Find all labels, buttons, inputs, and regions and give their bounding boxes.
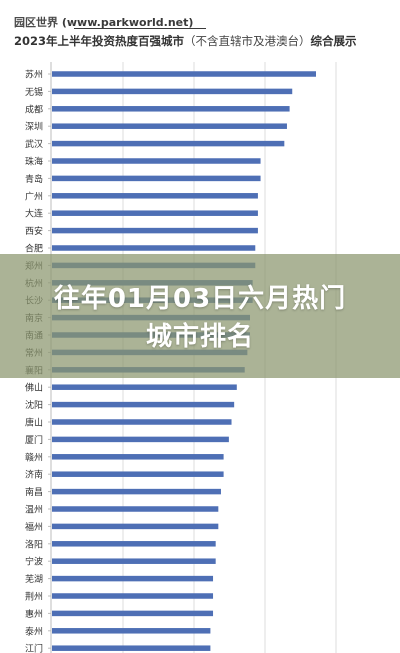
url-underline bbox=[74, 28, 206, 29]
title-banner bbox=[0, 254, 400, 378]
bar bbox=[52, 401, 235, 408]
category-label: 济南 bbox=[25, 469, 43, 481]
bar bbox=[52, 523, 219, 530]
category-label: 珠海 bbox=[25, 156, 43, 168]
site-name: 园区世界 bbox=[14, 16, 58, 29]
title-main: 2023年上半年投资热度百强城市 bbox=[14, 34, 185, 48]
bar bbox=[52, 558, 216, 564]
bar bbox=[52, 175, 261, 182]
bar bbox=[52, 245, 256, 251]
category-label: 成都 bbox=[25, 103, 43, 115]
category-label: 唐山 bbox=[25, 417, 43, 429]
category-label: 合肥 bbox=[25, 243, 43, 255]
bar bbox=[52, 384, 237, 390]
category-label: 苏州 bbox=[25, 69, 43, 81]
category-label: 江门 bbox=[25, 643, 43, 653]
chart-title: 2023年上半年投资热度百强城市（不含直辖市及港澳台）综合展示 bbox=[14, 33, 357, 49]
category-label: 大连 bbox=[25, 208, 43, 220]
bar bbox=[52, 123, 287, 129]
category-label: 福州 bbox=[25, 521, 43, 533]
category-label: 宁波 bbox=[25, 556, 43, 568]
bar bbox=[52, 158, 261, 164]
bar bbox=[52, 593, 214, 599]
bar bbox=[52, 140, 285, 147]
category-label: 无锡 bbox=[25, 87, 43, 98]
bar bbox=[52, 419, 232, 425]
banner-title-line1: 往年01月03日六月热门 bbox=[53, 284, 347, 314]
bar bbox=[52, 471, 224, 477]
bar bbox=[52, 541, 216, 547]
category-label: 武汉 bbox=[25, 138, 43, 150]
chart-header: 园区世界 (www.parkworld.net) 2023年上半年投资热度百强城… bbox=[0, 0, 400, 56]
category-label: 泰州 bbox=[25, 625, 43, 637]
category-label: 深圳 bbox=[25, 122, 43, 133]
site-line: 园区世界 (www.parkworld.net) bbox=[14, 14, 193, 30]
bar bbox=[52, 454, 224, 460]
category-label: 青岛 bbox=[25, 173, 43, 185]
bar bbox=[52, 506, 219, 512]
category-label: 荆州 bbox=[25, 591, 43, 603]
bar bbox=[52, 71, 316, 77]
bar bbox=[52, 436, 229, 443]
bar bbox=[52, 227, 258, 234]
title-tail: 综合展示 bbox=[310, 34, 357, 48]
category-label: 赣州 bbox=[25, 451, 43, 463]
bar bbox=[52, 645, 211, 651]
bar bbox=[52, 210, 258, 216]
category-label: 厦门 bbox=[25, 434, 43, 446]
category-label: 沈阳 bbox=[25, 399, 43, 411]
category-label: 广州 bbox=[25, 190, 43, 202]
title-paren: （不含直辖市及港澳台） bbox=[184, 34, 311, 48]
bar bbox=[52, 193, 258, 199]
bar bbox=[52, 488, 221, 495]
banner-title: 往年01月03日六月热门 城市排名 bbox=[0, 280, 400, 356]
bar bbox=[52, 575, 214, 582]
category-label: 佛山 bbox=[25, 382, 43, 394]
category-label: 西安 bbox=[25, 225, 43, 237]
site-url[interactable]: (www.parkworld.net) bbox=[61, 16, 194, 29]
category-label: 温州 bbox=[25, 505, 43, 516]
bar bbox=[52, 88, 293, 95]
category-label: 芜湖 bbox=[25, 573, 43, 585]
bar bbox=[52, 628, 211, 634]
category-label: 洛阳 bbox=[25, 538, 43, 550]
category-label: 南昌 bbox=[25, 486, 43, 498]
bar bbox=[52, 610, 214, 617]
category-label: 惠州 bbox=[25, 608, 43, 620]
banner-title-line2: 城市排名 bbox=[145, 322, 254, 352]
bar bbox=[52, 106, 290, 112]
